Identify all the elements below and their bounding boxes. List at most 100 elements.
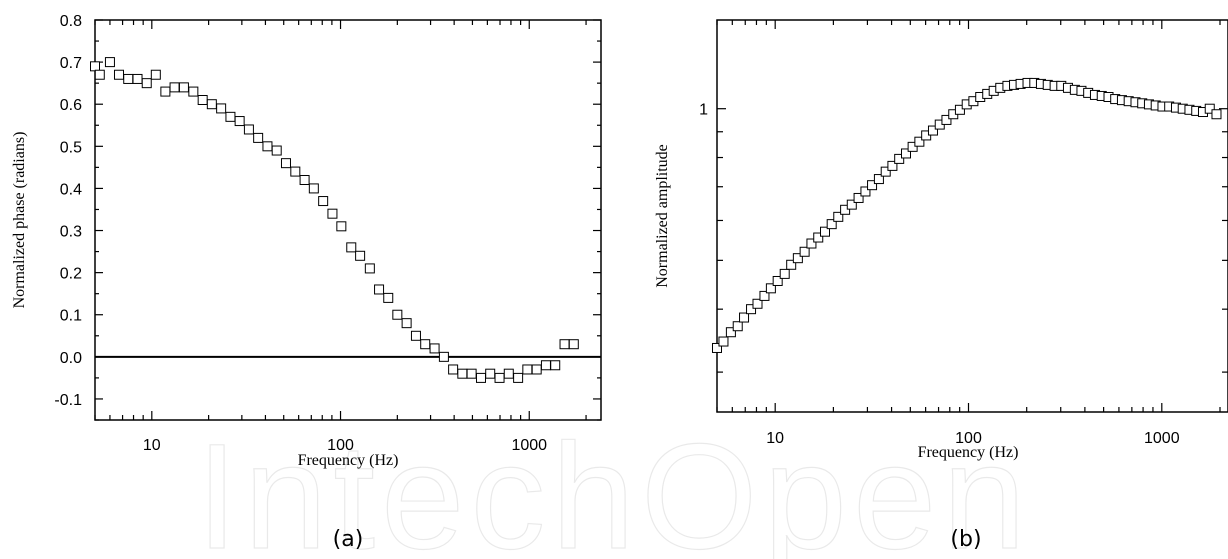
data-point [927, 125, 938, 136]
data-point [475, 372, 486, 383]
data-point [262, 141, 273, 152]
y-tick-label: 0.0 [60, 350, 82, 367]
data-point [752, 298, 763, 309]
data-point [522, 364, 533, 375]
data-point [873, 174, 884, 185]
data-point [243, 124, 254, 135]
data-point [732, 321, 743, 332]
data-point [457, 368, 468, 379]
data-point [759, 290, 770, 301]
data-point [725, 327, 736, 338]
data-point [826, 219, 837, 230]
data-point [779, 268, 790, 279]
data-point [90, 61, 100, 72]
data-point [420, 339, 431, 350]
data-point [178, 82, 189, 93]
data-points [712, 77, 1222, 353]
data-point [806, 238, 817, 249]
data-point [336, 221, 347, 232]
y-tick-label: 0.5 [60, 139, 82, 156]
data-point [712, 342, 722, 353]
data-point [559, 339, 570, 350]
tick-marks [94, 19, 601, 421]
data-point [739, 312, 750, 323]
data-point [383, 292, 394, 303]
chart-amplitude: 10 100 1000 1 Frequency (Hz) Normalized am… [654, 19, 1228, 552]
data-point [318, 196, 329, 207]
data-point [290, 166, 301, 177]
data-point [568, 339, 579, 350]
data-point [765, 283, 776, 294]
panel-label: (a) [333, 527, 364, 552]
data-point [374, 284, 385, 295]
data-point [160, 86, 171, 97]
data-point [840, 204, 851, 215]
x-tick-labels: 10 100 1000 [143, 437, 547, 454]
watermark-logo: IntechOpen [196, 412, 1032, 559]
data-point [718, 336, 729, 347]
y-tick-label: 0.4 [60, 181, 82, 198]
data-point [867, 180, 878, 191]
data-point [813, 232, 824, 243]
data-point [197, 95, 208, 105]
x-axis-label: Frequency (Hz) [918, 444, 1019, 461]
data-point [772, 275, 783, 286]
data-point [1204, 103, 1215, 114]
data-point [746, 304, 757, 315]
data-point [225, 111, 236, 122]
x-tick-label: 100 [955, 430, 982, 447]
data-point [271, 145, 282, 156]
data-point [799, 246, 810, 257]
data-points [90, 57, 579, 383]
plot-frame [94, 19, 602, 421]
data-point [954, 104, 965, 115]
data-point [104, 57, 115, 68]
data-point [792, 253, 803, 264]
data-point [833, 211, 844, 222]
data-point [123, 73, 134, 84]
data-point [860, 186, 871, 197]
data-point [513, 372, 524, 383]
data-point [901, 148, 912, 159]
data-point [188, 86, 199, 97]
data-point [550, 360, 561, 371]
data-point [150, 69, 161, 80]
data-point [531, 364, 542, 375]
y-axis-label: Normalized amplitude [654, 144, 671, 288]
y-tick-label: 1 [699, 102, 708, 119]
x-tick-label: 10 [143, 437, 161, 454]
y-tick-label: 0.6 [60, 97, 82, 114]
data-point [299, 175, 310, 185]
y-tick-label: 0.7 [60, 55, 82, 72]
chart-phase: 10 100 1000 -0.1 0.0 0.1 0.2 0.3 0.4 0.5 0.6 0.7 0.… [11, 13, 602, 552]
data-point [448, 364, 459, 375]
panel-label: (b) [950, 527, 981, 552]
tick-marks [716, 20, 1228, 412]
data-point [438, 351, 449, 362]
data-point [941, 114, 952, 125]
x-axis-label: Frequency (Hz) [298, 452, 399, 469]
y-tick-label: 0.2 [60, 266, 82, 283]
data-point [253, 132, 264, 143]
data-point [820, 226, 831, 237]
data-point [401, 318, 412, 329]
data-point [540, 360, 551, 371]
x-tick-labels: 10 100 1000 [766, 430, 1179, 447]
data-point [206, 99, 217, 110]
data-point [141, 78, 152, 89]
data-point [485, 368, 496, 379]
data-point [786, 259, 797, 270]
data-point [216, 103, 227, 114]
y-tick-labels: -0.1 0.0 0.1 0.2 0.3 0.4 0.5 0.6 0.7 0.8 [54, 13, 82, 409]
data-point [846, 199, 857, 210]
y-tick-labels: 1 [699, 102, 708, 119]
data-point [346, 242, 357, 253]
x-tick-label: 100 [327, 437, 354, 454]
data-point [355, 250, 366, 261]
data-point [132, 73, 143, 84]
data-point [494, 372, 505, 383]
y-tick-label: 0.1 [60, 308, 82, 325]
data-point [234, 116, 245, 127]
data-point [907, 141, 918, 152]
data-point [280, 158, 291, 169]
